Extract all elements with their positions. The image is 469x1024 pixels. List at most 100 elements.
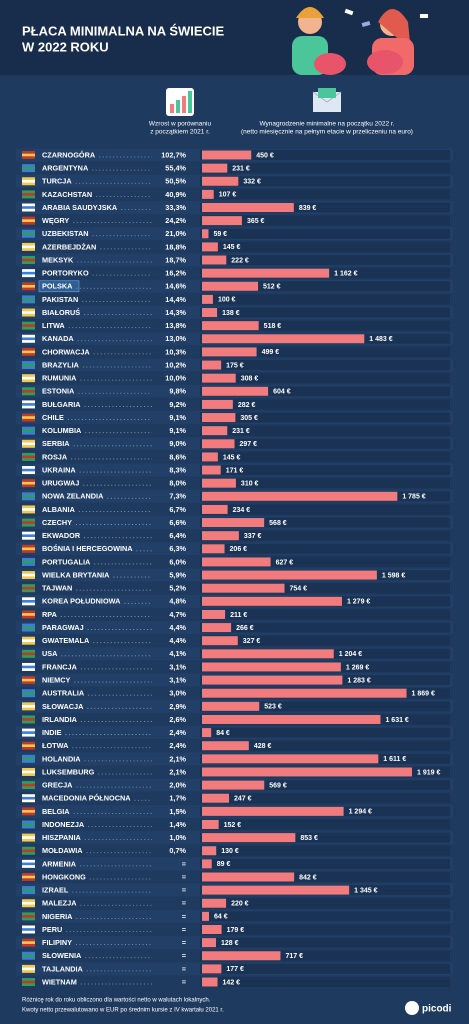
country-name: NIEMCY <box>42 676 71 685</box>
bar-track <box>200 924 450 935</box>
growth-value: 10,3% <box>165 347 186 356</box>
value-label: 518 € <box>264 323 282 330</box>
flag-stripe <box>22 534 35 537</box>
bar <box>202 321 259 331</box>
value-label: 1 294 € <box>349 809 372 816</box>
bar-track <box>200 241 450 252</box>
value-label: 179 € <box>227 927 245 934</box>
bar <box>202 281 259 291</box>
growth-value: 6,6% <box>169 518 186 527</box>
country-name: SERBIA <box>42 439 70 448</box>
bar <box>202 518 265 528</box>
flag-stripe <box>22 862 35 866</box>
flag-stripe <box>22 613 35 616</box>
country-name: GWATEMALA <box>42 636 90 645</box>
value-label: 152 € <box>224 822 242 829</box>
bar-track <box>200 556 450 567</box>
flag-stripe <box>22 350 35 354</box>
value-label: 604 € <box>273 389 291 396</box>
growth-value: 16,2% <box>165 269 186 278</box>
flag-stripe <box>22 481 35 485</box>
flag-stripe <box>22 665 35 669</box>
value-label: 428 € <box>254 743 272 750</box>
growth-value: 14,3% <box>165 308 186 317</box>
country-name: INDONEZJA <box>42 820 85 829</box>
country-name: FRANCJA <box>42 662 78 671</box>
country-name: ARMENIA <box>42 859 77 868</box>
country-name: AUSTRALIA <box>42 689 85 698</box>
growth-value: 9,0% <box>169 439 186 448</box>
country-name: PAKISTAN <box>42 295 78 304</box>
bar-track <box>200 517 450 528</box>
footnote: Kwoty netto przewalutowano w EUR po śred… <box>22 1008 224 1014</box>
value-label: 100 € <box>218 297 236 304</box>
growth-value: 9,2% <box>169 400 186 409</box>
bar <box>202 334 365 344</box>
growth-value: 4,1% <box>169 649 186 658</box>
growth-value: 0,7% <box>169 846 186 855</box>
bar <box>202 386 269 396</box>
country-name: AZERBEJDŻAN <box>42 242 96 251</box>
chart-title: W 2022 ROKU <box>22 39 109 54</box>
bar-track <box>200 858 450 869</box>
growth-value: 2,9% <box>169 702 186 711</box>
bar-track <box>200 425 450 436</box>
country-name: MOŁDAWIA <box>42 846 83 855</box>
bar <box>202 583 285 593</box>
flag-stripe <box>22 836 35 839</box>
country-name: IZRAEL <box>42 886 69 895</box>
growth-value: 6,0% <box>169 557 186 566</box>
country-name: CHORWACJA <box>42 347 90 356</box>
country-name: ALBANIA <box>42 505 76 514</box>
flag-stripe <box>22 744 35 748</box>
bar-track <box>200 845 450 856</box>
country-name: CZARNOGÓRA <box>42 150 96 159</box>
bar-track <box>200 373 450 384</box>
flag-stripe <box>22 639 35 642</box>
growth-value: 14,4% <box>165 295 186 304</box>
bar <box>202 872 295 882</box>
value-label: 177 € <box>226 966 244 973</box>
bar-track <box>200 504 450 515</box>
bar <box>202 662 341 672</box>
country-name: WIETNAM <box>42 977 77 986</box>
growth-value: = <box>182 964 186 973</box>
flag-stripe <box>22 389 35 393</box>
bar <box>202 439 235 449</box>
country-name: GRECJA <box>42 781 73 790</box>
bar <box>202 452 218 462</box>
flag-stripe <box>22 166 35 170</box>
flag-stripe <box>22 718 35 721</box>
flag-stripe <box>22 928 35 931</box>
value-label: 627 € <box>276 559 294 566</box>
value-label: 308 € <box>241 376 259 383</box>
value-label: 568 € <box>269 520 287 527</box>
flag-stripe <box>22 823 35 826</box>
growth-value: 8,6% <box>169 452 186 461</box>
bar-track <box>200 451 450 462</box>
chart-title: PŁACA MINIMALNA NA ŚWIECIE <box>22 23 225 38</box>
growth-value: 21,0% <box>165 229 186 238</box>
value-label: 853 € <box>300 835 318 842</box>
bar <box>202 203 294 213</box>
bar-track <box>200 832 450 843</box>
growth-value: 9,1% <box>169 426 186 435</box>
flag-stripe <box>22 770 35 774</box>
illustration <box>292 7 428 75</box>
bar <box>202 780 265 790</box>
country-name: WĘGRY <box>42 216 69 225</box>
growth-value: 6,3% <box>169 544 186 553</box>
value-label: 365 € <box>247 218 265 225</box>
bar-track <box>200 911 450 922</box>
flag-stripe <box>22 810 35 813</box>
flag-stripe <box>22 193 35 196</box>
wage-icon <box>312 88 342 112</box>
value-label: 282 € <box>238 402 256 409</box>
country-name: BIAŁORUŚ <box>42 308 80 317</box>
country-name: POLSKA <box>42 282 73 291</box>
bar-track <box>200 530 450 541</box>
growth-value: = <box>182 938 186 947</box>
country-name: HOLANDIA <box>42 754 81 763</box>
bar <box>202 413 236 423</box>
flag-stripe <box>22 245 35 249</box>
